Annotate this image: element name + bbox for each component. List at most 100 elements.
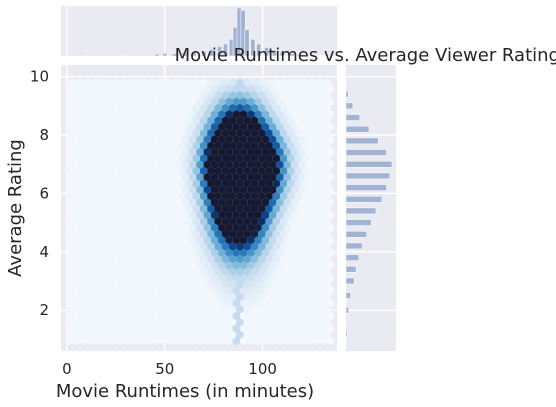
hexbin-cell: [232, 336, 240, 346]
hexbin-cell: [174, 286, 182, 295]
hexbin-cell: [316, 191, 324, 201]
top-hist-bar: [299, 54, 305, 57]
hexbin-cell: [83, 179, 91, 188]
hexbin-cell: [254, 160, 262, 169]
y-axis-label: Average Rating: [5, 139, 26, 277]
hexbin-cell: [210, 122, 219, 131]
hexbin-cell: [138, 97, 146, 106]
hexbin-cell: [185, 267, 193, 276]
hexbin-cell: [232, 185, 240, 194]
hexbin-cell: [167, 84, 175, 94]
hexbin-cell: [196, 160, 204, 169]
hexbin-cell: [105, 330, 113, 339]
hexbin-cell: [269, 311, 277, 320]
hexbin-cell: [83, 91, 91, 100]
hexbin-cell: [287, 78, 295, 87]
hexbin-cell: [196, 122, 204, 131]
hexbin-cell: [203, 185, 211, 194]
hexbin-cell: [294, 166, 302, 176]
hexbin-cell: [247, 147, 255, 157]
hexbin-cell: [294, 128, 302, 138]
hexbin-cell: [174, 299, 182, 308]
hexbin-cell: [174, 210, 182, 220]
right-hist-bar: [345, 160, 393, 168]
hexbin-cell: [192, 166, 200, 176]
hexbin-cell: [272, 254, 280, 264]
hexbin-cell: [254, 84, 262, 94]
hexbin-cell: [298, 84, 306, 94]
hexbin-cell: [319, 223, 328, 232]
hexbin-cell: [163, 242, 171, 251]
hexbin-cell: [265, 154, 273, 163]
hexbin-cell: [319, 84, 328, 94]
hexbin-cell: [141, 217, 150, 226]
hexbin-cell: [290, 299, 299, 308]
hexbin-cell: [232, 236, 240, 245]
hexbin-cell: [239, 147, 248, 157]
hexbin-cell: [192, 280, 200, 289]
hexbin-cell: [243, 305, 251, 314]
hexbin-cell: [170, 154, 179, 163]
hexbin-cell: [218, 84, 226, 94]
hexbin-cell: [279, 217, 288, 226]
hexbin-cell: [261, 147, 270, 157]
hexbin-cell: [65, 286, 73, 295]
hexbin-cell: [203, 261, 211, 270]
hexbin-cell: [287, 254, 295, 264]
hexbin-cell: [181, 97, 190, 106]
hexbin-cell: [94, 110, 102, 119]
hexbin-cell: [319, 286, 328, 295]
hexbin-cell: [261, 324, 270, 333]
hexbin-cell: [112, 166, 120, 176]
chart-title: Movie Runtimes vs. Average Viewer Rating…: [175, 45, 556, 66]
hexbin-cell: [265, 103, 273, 113]
hexbin-cell: [298, 160, 306, 169]
hexbin-cell: [181, 336, 190, 346]
hexbin-cell: [207, 242, 215, 251]
hexbin-cell: [312, 248, 320, 257]
hexbin-cell: [138, 110, 146, 119]
hexbin-cell: [309, 191, 317, 201]
hexbin-cell: [167, 160, 175, 169]
hexbin-cell: [218, 261, 226, 270]
hexbin-cell: [65, 173, 73, 182]
hexbin-cell: [130, 286, 139, 295]
hexbin-cell: [138, 248, 146, 257]
hexbin-cell: [305, 299, 313, 308]
hexbin-cell: [323, 267, 331, 276]
hexbin-cell: [298, 236, 306, 245]
hexbin-cell: [312, 236, 320, 245]
hexbin-cell: [189, 135, 197, 144]
hexbin-cell: [69, 78, 77, 87]
hexbin-cell: [189, 185, 197, 194]
hexbin-cell: [112, 292, 120, 302]
hexbin-cell: [83, 166, 91, 176]
hexbin-cell: [65, 84, 73, 94]
hexbin-cell: [199, 154, 208, 163]
hexbin-cell: [109, 299, 117, 308]
hexbin-cell: [130, 273, 139, 283]
hexbin-cell: [239, 135, 248, 144]
hexbin-cell: [258, 141, 266, 150]
hexbin-cell: [112, 141, 120, 150]
hexbin-cell: [189, 223, 197, 232]
hexbin-cell: [254, 273, 262, 283]
hexbin-cell: [134, 103, 142, 113]
hexbin-cell: [214, 280, 222, 289]
hexbin-cell: [149, 116, 157, 125]
hexbin-cell: [221, 191, 230, 201]
hexbin-cell: [261, 248, 270, 257]
hexbin-cell: [72, 248, 80, 257]
hexbin-cell: [221, 267, 230, 276]
hexbin-cell: [243, 179, 251, 188]
hexbin-cell: [229, 305, 237, 314]
hexbin-cell: [141, 242, 150, 251]
hexbin-cell: [167, 147, 175, 157]
hexbin-cell: [127, 330, 135, 339]
hexbin-cell: [127, 254, 135, 264]
hexbin-cell: [305, 311, 313, 320]
hexbin-cell: [196, 97, 204, 106]
hexbin-cell: [214, 191, 222, 201]
hexbin-cell: [207, 229, 215, 239]
hexbin-cell: [309, 305, 317, 314]
